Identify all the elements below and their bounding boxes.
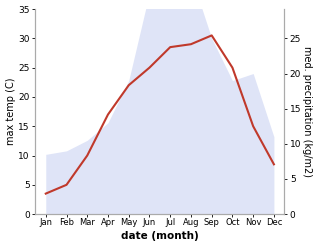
- Y-axis label: med. precipitation (kg/m2): med. precipitation (kg/m2): [302, 46, 313, 177]
- X-axis label: date (month): date (month): [121, 231, 199, 242]
- Y-axis label: max temp (C): max temp (C): [5, 78, 16, 145]
